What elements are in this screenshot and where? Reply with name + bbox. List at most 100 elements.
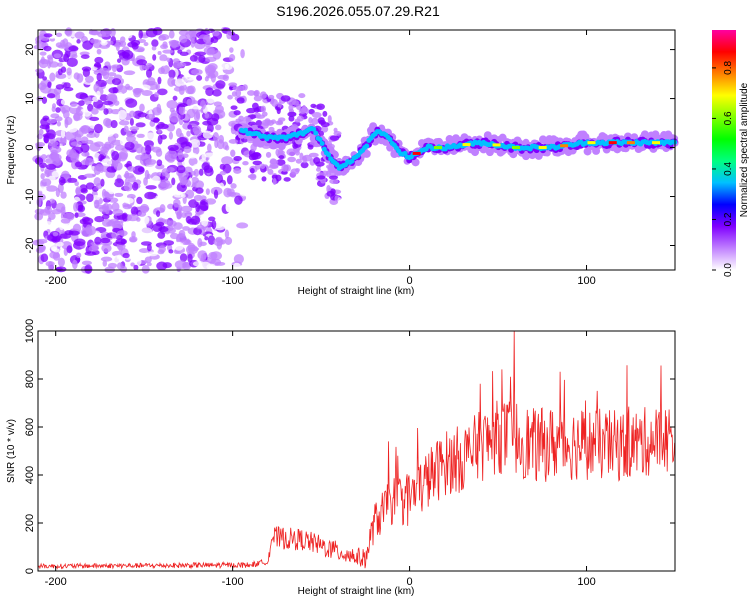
spectrogram-cell [329, 240, 334, 247]
spectrogram-cell [168, 249, 174, 254]
spectrogram-cell [66, 245, 73, 254]
spectrogram-hotspot [412, 151, 421, 155]
spectrogram-ytick-label: -20 [24, 238, 36, 254]
spectrogram-cell [87, 203, 95, 211]
spectrogram-cell [312, 242, 317, 249]
spectrogram-cell [129, 126, 140, 132]
spectrogram-cell [240, 48, 245, 59]
spectrogram-cell [207, 235, 216, 246]
spectrogram-cell [196, 75, 203, 81]
spectrogram-cell [58, 176, 66, 186]
spectrogram-cell [43, 45, 52, 52]
colorbar-tick-label: 0.4 [723, 162, 734, 176]
spectrogram-cell [213, 101, 222, 107]
spectrogram-cell [81, 227, 93, 238]
spectrogram-cell [183, 146, 192, 154]
spectrogram-cell [159, 54, 168, 62]
spectrogram-cell [312, 216, 317, 223]
spectrogram-cell [59, 233, 72, 239]
spectrogram-cell [91, 108, 99, 115]
spectrogram-cell [167, 144, 179, 152]
spectrogram-cell [101, 158, 113, 167]
spectrogram-cell [84, 251, 97, 256]
spectrogram-cell [314, 251, 319, 258]
spectrogram-cell [185, 216, 192, 224]
spectrogram-cell [151, 45, 157, 51]
spectrogram-cell [162, 41, 168, 48]
spectrogram-cell [123, 172, 135, 179]
spectrogram-cell [246, 107, 256, 114]
spectrogram-cell [141, 227, 153, 235]
spectrogram-cell [200, 29, 211, 35]
spectrogram-cell [157, 88, 168, 96]
spectrogram-cell [74, 31, 85, 39]
spectrogram-ridge [522, 138, 530, 146]
spectrogram-cell [139, 84, 151, 91]
spectrogram-cell [65, 27, 73, 37]
spectrogram-cell [152, 223, 163, 233]
spectrogram-cell [37, 244, 46, 251]
spectrogram-cell [157, 231, 166, 239]
spectrogram-cell [39, 208, 51, 216]
spectrogram-cell [159, 179, 171, 188]
spectrogram-cell [215, 124, 222, 131]
spectrogram-cell [138, 29, 143, 39]
spectrogram-cell [228, 82, 238, 87]
spectrogram-ridge [334, 162, 340, 168]
spectrogram-cell [72, 259, 78, 270]
spectrogram-cell [84, 264, 93, 274]
spectrogram-cell [160, 64, 170, 75]
spectrogram-cell [202, 34, 212, 44]
spectrogram-cell [193, 194, 203, 201]
colorbar-gradient [712, 30, 736, 270]
spectrogram-cell [203, 165, 213, 173]
spectrogram-cell [302, 155, 308, 164]
spectrogram-cell [272, 177, 277, 186]
spectrogram-cell [196, 224, 205, 230]
spectrogram-cell [46, 54, 54, 60]
spectrogram-cell [235, 178, 244, 185]
spectrogram-cell [205, 87, 214, 97]
spectrogram-cell [261, 176, 267, 182]
spectrogram-cell [315, 194, 320, 201]
spectrogram-cell [238, 232, 244, 243]
spectrogram-cell [132, 165, 145, 175]
spectrogram-cell [268, 94, 275, 100]
spectrogram-cell [38, 128, 44, 136]
spectrogram-cell [158, 245, 166, 253]
spectrogram-cell [169, 232, 179, 240]
spectrogram-cell [195, 109, 201, 120]
spectrogram-cell [45, 185, 58, 192]
spectrogram-cell [113, 100, 120, 106]
spectrogram-cell [230, 33, 240, 42]
spectrogram-cell [145, 185, 157, 190]
spectrogram-cell [242, 160, 249, 166]
spectrogram-cell [310, 103, 317, 108]
spectrogram-cell [215, 173, 224, 184]
spectrogram-cell [200, 261, 211, 269]
spectrogram-cell [239, 187, 248, 197]
spectrogram-cell [186, 98, 193, 107]
spectrogram-cell [160, 145, 165, 152]
spectrogram-cell [261, 119, 271, 126]
spectrogram-cell [74, 180, 80, 187]
spectrogram-cell [110, 120, 118, 129]
spectrogram-cell [212, 50, 222, 60]
spectrogram-cell [276, 159, 286, 166]
spectrogram-cell [167, 77, 176, 87]
spectrogram-cell [190, 176, 199, 184]
spectrogram-cell [172, 58, 180, 64]
spectrogram-cell [51, 106, 56, 113]
spectrogram-cell [57, 257, 65, 267]
spectrogram-cell [174, 260, 187, 270]
spectrogram-cell [153, 117, 160, 124]
spectrogram-cell [189, 54, 198, 62]
spectrogram-cell [135, 257, 142, 266]
spectrogram-cell [178, 30, 189, 36]
spectrogram-cell [155, 83, 160, 91]
spectrogram-cell [275, 148, 280, 157]
spectrogram-cell [188, 29, 197, 37]
spectrogram-hotspot [512, 146, 521, 150]
spectrogram-cell [226, 31, 232, 40]
spectrogram-cell [313, 156, 321, 165]
